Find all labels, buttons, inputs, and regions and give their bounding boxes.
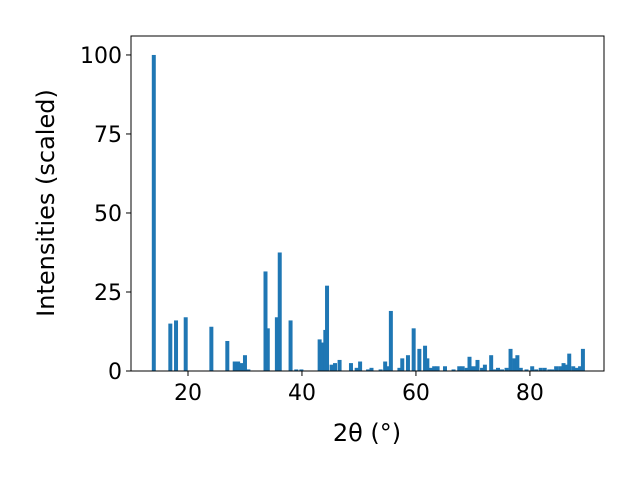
bar [232,361,237,371]
bar [460,366,465,371]
y-tick-label: 25 [94,281,122,306]
bar [337,359,342,371]
y-tick-label: 50 [94,202,122,227]
bar [428,367,433,371]
bar [242,355,247,371]
y-axis-label: Intensities (scaled) [32,89,60,317]
bar [386,366,391,371]
bar [294,369,299,371]
bar [480,367,485,371]
bar [578,366,583,371]
bar [567,353,572,371]
bar [443,366,447,371]
bar [369,367,374,371]
bar [530,366,535,371]
bar [550,369,555,371]
bar [574,367,579,371]
bar [425,358,430,371]
x-tick-label: 80 [516,381,544,406]
bar [388,310,393,371]
bar [239,363,244,371]
bar [288,320,293,371]
bar [432,366,437,371]
bar [265,328,270,371]
bar [524,369,529,371]
bar [263,271,268,371]
bar [405,355,410,371]
bar [417,348,422,371]
bar [333,363,338,371]
x-axis-label: 2θ (°) [333,419,401,447]
bar [571,366,576,371]
bar [383,361,388,371]
bar [451,369,456,371]
bar [515,355,520,371]
bar [274,317,279,371]
bar [547,369,552,371]
bar [564,364,569,371]
bar [348,363,353,371]
bar [354,367,359,371]
bar [236,361,241,371]
bar [317,339,322,371]
bar [174,320,179,371]
bar [151,54,156,372]
x-tick-label: 40 [288,381,316,406]
y-tick-label: 100 [80,44,122,69]
plot-frame [130,35,605,372]
bar [580,348,585,371]
bar [378,369,383,371]
bar [508,348,513,371]
bar [518,367,523,371]
bar [554,366,559,371]
bar [358,361,363,371]
bar [168,323,173,371]
x-tick-label: 60 [402,381,430,406]
y-axis-ticks: 0 25 50 75 100 [80,44,131,385]
bar [299,369,304,371]
x-axis-ticks: 20 40 60 80 [174,371,544,406]
bar [246,369,251,371]
bar [366,369,371,371]
bar [496,367,500,371]
bar [423,345,428,371]
bar [467,356,472,371]
bar [561,363,566,371]
bar [397,367,402,371]
bar [464,367,469,371]
x-tick-label: 20 [174,381,202,406]
bar [542,367,547,371]
bar [277,252,282,371]
y-tick-label: 75 [94,123,122,148]
bar [489,355,494,371]
bar [183,317,188,371]
bar [325,285,330,371]
bar [534,369,539,371]
bar [209,326,214,371]
bar [400,358,405,371]
bar [411,328,416,371]
bar [512,358,517,371]
bar [492,369,497,371]
bar [329,364,334,371]
y-tick-label: 0 [108,360,122,385]
bar [225,340,230,371]
bar [538,367,543,371]
bar [457,366,462,371]
bar [320,342,325,371]
bar [558,366,563,371]
bar [475,359,480,371]
bar [500,369,504,371]
bars-group [151,54,585,372]
bar [482,364,487,371]
bar [435,366,440,371]
bar [471,366,476,371]
bar [504,367,509,371]
